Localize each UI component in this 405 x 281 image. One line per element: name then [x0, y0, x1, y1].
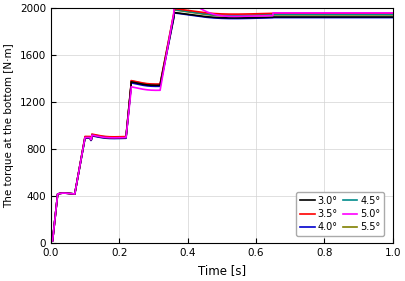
X-axis label: Time [s]: Time [s]: [198, 264, 246, 277]
4.0°: [390, 16, 395, 19]
4.5°: [108, 135, 113, 139]
Legend: 3.0°, 3.5°, 4.0°, 4.5°, 5.0°, 5.5°: 3.0°, 3.5°, 4.0°, 4.5°, 5.0°, 5.5°: [296, 192, 384, 236]
3.5°: [87, 135, 92, 138]
3.0°: [384, 15, 388, 19]
5.5°: [384, 13, 388, 17]
3.5°: [384, 12, 388, 15]
3.5°: [390, 12, 395, 15]
5.5°: [108, 136, 113, 139]
4.0°: [171, 11, 176, 15]
5.0°: [87, 136, 92, 139]
5.5°: [194, 12, 199, 15]
4.0°: [179, 12, 184, 16]
Line: 3.0°: 3.0°: [51, 13, 392, 241]
4.5°: [49, 239, 53, 243]
3.5°: [347, 12, 352, 15]
Y-axis label: The torque at the bottom [N·m]: The torque at the bottom [N·m]: [4, 44, 14, 208]
3.0°: [347, 15, 352, 19]
3.5°: [194, 10, 199, 13]
5.0°: [390, 11, 395, 15]
4.5°: [347, 13, 352, 16]
3.0°: [87, 136, 92, 139]
Line: 5.0°: 5.0°: [51, 0, 392, 241]
Line: 5.5°: 5.5°: [51, 10, 392, 241]
5.0°: [347, 11, 352, 15]
5.5°: [179, 9, 184, 13]
4.0°: [384, 16, 388, 19]
Line: 3.5°: 3.5°: [51, 9, 392, 241]
4.5°: [171, 8, 176, 11]
Line: 4.0°: 4.0°: [51, 13, 392, 241]
4.5°: [194, 11, 199, 15]
4.5°: [384, 13, 388, 16]
3.0°: [49, 239, 53, 243]
5.5°: [390, 13, 395, 17]
4.0°: [49, 239, 53, 243]
4.0°: [194, 14, 199, 18]
5.0°: [49, 239, 53, 243]
5.5°: [171, 8, 176, 12]
3.0°: [390, 15, 395, 19]
5.0°: [384, 11, 388, 15]
3.5°: [108, 135, 113, 139]
5.5°: [87, 136, 92, 139]
5.0°: [108, 136, 113, 139]
3.5°: [179, 8, 184, 11]
3.5°: [49, 239, 53, 243]
3.0°: [179, 12, 184, 15]
4.0°: [108, 137, 113, 140]
4.0°: [347, 16, 352, 19]
5.0°: [194, 5, 199, 8]
Line: 4.5°: 4.5°: [51, 10, 392, 241]
3.0°: [194, 14, 199, 17]
3.5°: [171, 7, 176, 10]
4.0°: [87, 137, 92, 140]
5.5°: [49, 239, 53, 243]
5.5°: [347, 13, 352, 17]
4.5°: [390, 13, 395, 16]
3.0°: [171, 11, 176, 14]
3.0°: [108, 136, 113, 140]
4.5°: [87, 135, 92, 139]
4.5°: [179, 9, 184, 12]
